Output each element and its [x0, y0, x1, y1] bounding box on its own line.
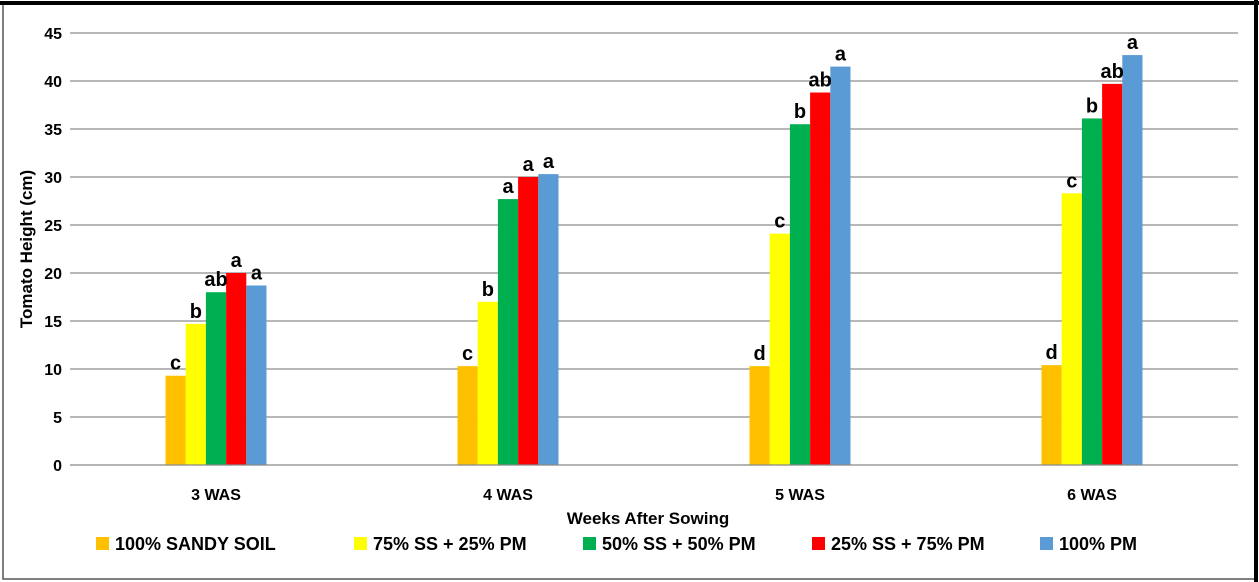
bar-label-1-1: c: [170, 353, 181, 375]
y-axis-ticks: 0 5 10 15 20 25 30 35 40 45: [44, 26, 62, 475]
bar-1-3: [749, 366, 770, 465]
bar-label-3-3: b: [794, 101, 806, 123]
bar-2-3: [769, 233, 790, 465]
legend-label-3: 50% SS + 50% PM: [602, 534, 756, 554]
x-category-4: 6 WAS: [1067, 487, 1117, 504]
x-category-2: 4 WAS: [483, 487, 533, 504]
legend-swatch-3: [583, 537, 596, 550]
y-tick-label-5: 5: [53, 410, 62, 427]
bar-3-4: [1081, 118, 1103, 465]
y-tick-label-25: 25: [44, 218, 62, 235]
bar-label-1-2: c: [462, 343, 473, 365]
bar-label-4-1: a: [231, 250, 243, 272]
x-category-3: 5 WAS: [775, 487, 825, 504]
bar-label-4-4: ab: [1101, 61, 1124, 83]
bar-label-5-1: a: [251, 262, 263, 284]
bar-1-4: [1041, 365, 1062, 465]
y-tick-label-35: 35: [44, 122, 62, 139]
y-tick-label-30: 30: [44, 170, 62, 187]
legend: 100% SANDY SOIL 75% SS + 25% PM 50% SS + 5…: [96, 534, 1137, 554]
legend-swatch-4: [812, 537, 825, 550]
legend-label-4: 25% SS + 75% PM: [831, 534, 985, 554]
bar-4-3: [810, 92, 831, 466]
bar-4-1: [226, 273, 247, 465]
bar-3-1: [205, 292, 227, 465]
x-axis-title: Weeks After Sowing: [567, 509, 729, 528]
legend-label-1: 100% SANDY SOIL: [115, 534, 276, 554]
bar-label-2-4: c: [1066, 170, 1077, 192]
bar-2-2: [477, 301, 498, 465]
bar-label-3-1: ab: [204, 269, 227, 291]
bar-1-2: [457, 366, 478, 465]
bar-5-4: [1122, 55, 1143, 466]
bar-2-4: [1061, 193, 1082, 465]
y-tick-label-15: 15: [44, 314, 62, 331]
bar-1-1: [165, 375, 186, 465]
bar-label-5-3: a: [835, 44, 847, 66]
bar-label-5-4: a: [1127, 32, 1139, 54]
legend-swatch-5: [1040, 537, 1053, 550]
x-category-1: 3 WAS: [191, 487, 241, 504]
legend-swatch-1: [96, 537, 109, 550]
bar-5-1: [246, 285, 267, 465]
y-axis-title: Tomato Height (cm): [17, 170, 36, 328]
bar-label-4-2: a: [523, 154, 535, 176]
y-tick-label-45: 45: [44, 26, 62, 43]
y-tick-label-0: 0: [53, 458, 62, 475]
bar-4-4: [1102, 83, 1123, 465]
y-tick-label-10: 10: [44, 362, 62, 379]
bar-5-3: [830, 66, 851, 465]
bar-label-3-4: b: [1086, 95, 1098, 117]
legend-label-5: 100% PM: [1059, 534, 1137, 554]
bar-3-2: [497, 199, 519, 465]
bar-label-5-2: a: [543, 151, 555, 173]
legend-swatch-2: [354, 537, 367, 550]
bar-label-3-2: a: [502, 176, 514, 198]
y-tick-label-40: 40: [44, 74, 62, 91]
bar-label-4-3: ab: [809, 70, 832, 92]
bar-label-1-3: d: [753, 343, 765, 365]
bar-label-2-2: b: [482, 279, 494, 301]
bar-label-2-3: c: [774, 211, 785, 233]
bars: [165, 55, 1143, 466]
bar-label-2-1: b: [190, 301, 202, 323]
bar-3-3: [789, 124, 811, 465]
y-tick-label-20: 20: [44, 266, 62, 283]
legend-label-2: 75% SS + 25% PM: [373, 534, 527, 554]
bar-5-2: [538, 174, 559, 465]
bar-label-1-4: d: [1045, 342, 1057, 364]
bar-2-1: [185, 323, 206, 465]
bar-4-2: [518, 177, 539, 465]
x-axis-categories: 3 WAS 4 WAS 5 WAS 6 WAS: [191, 487, 1117, 504]
